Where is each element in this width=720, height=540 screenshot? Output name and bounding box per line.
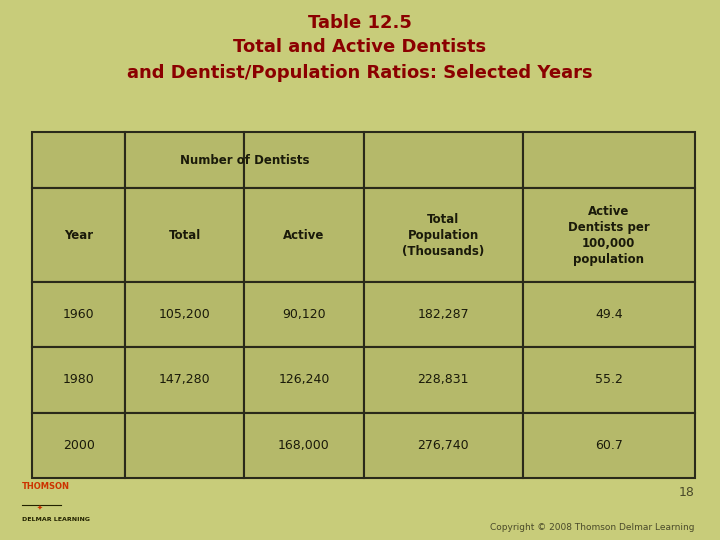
Text: 1960: 1960 <box>63 308 94 321</box>
Text: Active: Active <box>283 228 325 241</box>
Bar <box>523 188 695 282</box>
Text: Year: Year <box>64 228 94 241</box>
Text: 1980: 1980 <box>63 373 94 386</box>
Text: 55.2: 55.2 <box>595 373 623 386</box>
Text: Total
Population
(Thousands): Total Population (Thousands) <box>402 213 485 258</box>
Bar <box>32 347 125 413</box>
Text: 276,740: 276,740 <box>418 438 469 451</box>
Bar <box>244 188 364 282</box>
Text: 90,120: 90,120 <box>282 308 325 321</box>
Bar <box>364 347 523 413</box>
Bar <box>32 413 125 478</box>
Bar <box>125 282 244 347</box>
Text: 105,200: 105,200 <box>159 308 211 321</box>
Bar <box>523 413 695 478</box>
Text: DELMAR LEARNING: DELMAR LEARNING <box>22 517 89 522</box>
Text: Total: Total <box>168 228 201 241</box>
Bar <box>125 413 244 478</box>
Bar <box>125 188 244 282</box>
Text: 2000: 2000 <box>63 438 95 451</box>
Bar <box>523 132 695 188</box>
Bar <box>32 282 125 347</box>
Bar <box>244 347 364 413</box>
Text: 168,000: 168,000 <box>278 438 330 451</box>
Bar <box>32 132 125 188</box>
Text: 60.7: 60.7 <box>595 438 623 451</box>
Text: 18: 18 <box>679 487 695 500</box>
Text: Active
Dentists per
100,000
population: Active Dentists per 100,000 population <box>568 205 649 266</box>
Bar <box>244 282 364 347</box>
Text: 182,287: 182,287 <box>418 308 469 321</box>
Bar <box>523 282 695 347</box>
Text: 126,240: 126,240 <box>279 373 330 386</box>
Bar <box>364 188 523 282</box>
Bar <box>364 282 523 347</box>
Text: 147,280: 147,280 <box>159 373 210 386</box>
Text: THOMSON: THOMSON <box>22 482 70 491</box>
Bar <box>244 132 364 188</box>
Bar <box>244 413 364 478</box>
Bar <box>125 347 244 413</box>
Bar <box>125 132 244 188</box>
Text: Number of Dentists: Number of Dentists <box>179 154 309 167</box>
Text: Table 12.5
Total and Active Dentists
and Dentist/Population Ratios: Selected Yea: Table 12.5 Total and Active Dentists and… <box>127 14 593 82</box>
Bar <box>523 347 695 413</box>
Text: Copyright © 2008 Thomson Delmar Learning: Copyright © 2008 Thomson Delmar Learning <box>490 523 695 532</box>
Bar <box>32 188 125 282</box>
Text: 49.4: 49.4 <box>595 308 623 321</box>
Bar <box>364 413 523 478</box>
Text: ✦: ✦ <box>37 505 42 511</box>
Bar <box>364 132 523 188</box>
Text: 228,831: 228,831 <box>418 373 469 386</box>
